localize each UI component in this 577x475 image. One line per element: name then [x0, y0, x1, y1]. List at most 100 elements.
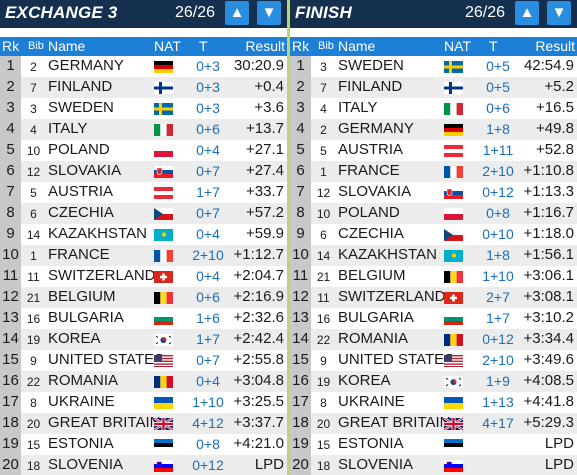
penalty-shots: 1+10: [192, 394, 224, 410]
rank-cell: [0, 392, 21, 413]
result-time: +3.6: [254, 99, 284, 116]
bib-number: 4: [320, 102, 327, 116]
rank-cell: [0, 287, 21, 308]
penalty-shots: 0+6: [196, 121, 220, 137]
result-time: +5.2: [544, 78, 574, 95]
table-row: 1 3 SWEDEN 0+5 42:54.9: [290, 56, 577, 77]
table-row: 9 6 CZECHIA 0+10 +1:18.0: [290, 224, 577, 245]
penalty-shots: 0+7: [196, 205, 220, 221]
penalty-shots: 1+7: [196, 331, 220, 347]
result-time: +3:04.8: [233, 372, 284, 389]
bib-number: 8: [30, 396, 37, 410]
table-row: 9 14 KAZAKHSTAN 0+4 +59.9: [0, 224, 287, 245]
czechia-flag-icon: [444, 229, 463, 241]
penalty-shots: 1+8: [486, 247, 510, 263]
rank: 2: [296, 78, 305, 95]
rank-cell: [290, 98, 311, 119]
results-list: 1 2 GERMANY 0+3 30:20.9 2 7 FINLAND 0+3 +0.4 3 3 SWE…: [0, 56, 287, 475]
results-list: 1 3 SWEDEN 0+5 42:54.9 2 7 FINLAND 0+5 +5.2 3 4 ITAL…: [290, 56, 577, 475]
penalty-shots: 0+10: [482, 226, 514, 242]
arrow-up-icon[interactable]: ▲: [225, 1, 249, 25]
penalty-shots: 0+7: [196, 163, 220, 179]
penalty-shots: 2+7: [486, 289, 510, 305]
rank: 4: [296, 120, 305, 137]
switzerland-flag-icon: [154, 271, 173, 283]
rank: 11: [2, 267, 19, 284]
bib-number: 10: [316, 207, 331, 221]
rank: 2: [6, 78, 15, 95]
bib-number: 16: [26, 312, 41, 326]
penalty-shots: 4+17: [482, 415, 514, 431]
bib-number: 11: [317, 291, 330, 305]
col-t: T: [489, 38, 498, 54]
rank-cell: [0, 308, 21, 329]
panel-title: EXCHANGE 3: [5, 3, 118, 22]
arrow-up-icon[interactable]: ▲: [515, 1, 539, 25]
rank-cell: [0, 371, 21, 392]
table-row: 6 12 SLOVAKIA 0+7 +27.4: [0, 161, 287, 182]
result-time: +1:16.7: [523, 204, 574, 221]
table-row: 8 6 CZECHIA 0+7 +57.2: [0, 203, 287, 224]
result-time: +3:37.7: [233, 414, 284, 431]
col-bib: Bib: [318, 40, 334, 52]
table-row: 11 11 SWITZERLAND 0+4 +2:04.7: [0, 266, 287, 287]
bib-number: 1: [320, 165, 327, 179]
bib-number: 21: [316, 270, 331, 284]
rank: 20: [2, 456, 19, 473]
italy-flag-icon: [154, 124, 173, 136]
rank-cell: [290, 392, 311, 413]
result-time: +49.8: [536, 120, 574, 137]
team-name: KOREA: [338, 372, 391, 389]
panel-finish: FINISH 26/26 ▲ ▼ Rk Bib Name NAT T Resul…: [290, 0, 577, 475]
table-row: 6 1 FRANCE 2+10 +1:10.8: [290, 161, 577, 182]
korea-flag-icon: [154, 334, 173, 346]
result-time: +3:25.5: [233, 393, 284, 410]
table-row: 4 4 ITALY 0+6 +13.7: [0, 119, 287, 140]
bib-number: 18: [316, 459, 331, 473]
switzerland-flag-icon: [444, 292, 463, 304]
bib-number: 9: [30, 354, 37, 368]
penalty-shots: 0+4: [196, 226, 220, 242]
rank: 19: [2, 435, 19, 452]
belgium-flag-icon: [444, 271, 463, 283]
panel-header: FINISH 26/26 ▲ ▼: [290, 0, 577, 28]
rank: 12: [292, 288, 309, 305]
result-time: +1:18.0: [523, 225, 574, 242]
bib-number: 18: [26, 459, 41, 473]
rank: 10: [292, 246, 309, 263]
rank: 15: [292, 351, 309, 368]
bib-number: 8: [320, 396, 327, 410]
sweden-flag-icon: [154, 103, 173, 115]
estonia-flag-icon: [154, 439, 173, 451]
arrow-down-icon[interactable]: ▼: [257, 1, 281, 25]
belgium-flag-icon: [154, 292, 173, 304]
rank-cell: [290, 203, 311, 224]
result-time: +1:10.8: [523, 162, 574, 179]
rank-cell: [0, 182, 21, 203]
rank: 4: [6, 120, 15, 137]
bib-number: 5: [320, 144, 327, 158]
bib-number: 12: [26, 165, 41, 179]
rank-cell: [290, 455, 311, 475]
rank: 9: [6, 225, 15, 242]
penalty-shots: 0+7: [196, 352, 220, 368]
bib-number: 21: [26, 291, 41, 305]
result-time: +57.2: [246, 204, 284, 221]
table-row: 4 2 GERMANY 1+8 +49.8: [290, 119, 577, 140]
col-nat: NAT: [444, 38, 471, 54]
bib-number: 15: [26, 438, 41, 452]
page-counter: 26/26: [174, 4, 215, 21]
penalty-shots: 0+5: [486, 79, 510, 95]
penalty-shots: 0+8: [486, 205, 510, 221]
rank-cell: [0, 350, 21, 371]
table-row: 5 5 AUSTRIA 1+11 +52.8: [290, 140, 577, 161]
rank-cell: [290, 161, 311, 182]
result-time: +3:34.4: [523, 330, 574, 347]
table-row: 17 8 UKRAINE 1+13 +4:41.8: [290, 392, 577, 413]
bib-number: 4: [30, 123, 37, 137]
table-row: 1 2 GERMANY 0+3 30:20.9: [0, 56, 287, 77]
bib-number: 11: [27, 270, 40, 284]
arrow-down-icon[interactable]: ▼: [547, 1, 571, 25]
rank-cell: [290, 119, 311, 140]
result-time: +1:56.1: [523, 246, 574, 263]
